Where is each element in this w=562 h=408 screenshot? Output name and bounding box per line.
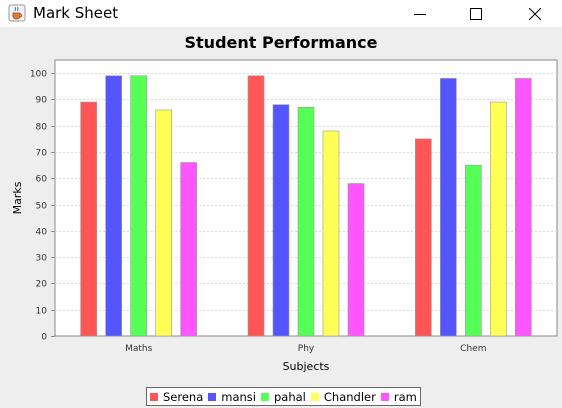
legend-swatch — [310, 392, 319, 401]
maximize-icon — [470, 7, 482, 20]
legend-item: Serena — [150, 390, 203, 404]
minimize-button[interactable] — [398, 0, 442, 27]
bar[interactable] — [272, 104, 290, 337]
legend-swatch — [380, 392, 389, 401]
y-tick-label: 100 — [30, 70, 47, 80]
y-tick-label: 50 — [36, 202, 48, 212]
window-title: Mark Sheet — [33, 4, 119, 22]
legend-label: pahal — [274, 389, 306, 404]
y-tick-label: 10 — [36, 307, 48, 317]
bar[interactable] — [322, 130, 340, 337]
legend-swatch — [261, 392, 269, 401]
bar[interactable] — [465, 164, 482, 337]
x-tick-label: Maths — [125, 344, 153, 354]
bar[interactable] — [155, 109, 172, 337]
bar[interactable] — [247, 75, 265, 337]
close-button[interactable] — [513, 0, 557, 27]
chart-legend: Serena mansi pahal Chandler ram — [146, 387, 421, 406]
x-tick-label: Chem — [460, 344, 486, 354]
bar[interactable] — [130, 75, 147, 337]
legend-item: ram — [380, 389, 417, 404]
legend-swatch — [208, 392, 217, 401]
y-axis-ticks: 0 10 20 30 40 50 60 70 80 90 100 — [30, 70, 55, 343]
x-axis-label: Subjects — [283, 360, 330, 373]
y-tick-label: 90 — [36, 96, 48, 106]
x-tick-label: Phy — [298, 344, 315, 354]
minimize-icon — [414, 8, 426, 20]
bars — [80, 75, 532, 337]
chart-title: Student Performance — [185, 33, 378, 52]
legend-item: Chandler — [310, 389, 376, 404]
y-tick-label: 0 — [41, 333, 47, 343]
chart-panel: Student Performance 0 10 20 30 40 50 60 70 80 90 1… — [0, 27, 562, 408]
bar[interactable] — [347, 183, 365, 337]
y-tick-label: 80 — [36, 123, 48, 133]
bar[interactable] — [180, 162, 197, 337]
bar[interactable] — [80, 101, 97, 337]
y-tick-label: 40 — [36, 228, 48, 238]
title-bar[interactable]: Mark Sheet — [0, 0, 562, 27]
legend-label: mansi — [221, 389, 256, 404]
bar[interactable] — [415, 138, 432, 337]
y-tick-label: 70 — [36, 149, 48, 159]
legend-label: Serena — [163, 389, 204, 404]
legend-label: Chandler — [323, 389, 376, 404]
legend-item: mansi — [208, 390, 256, 404]
bar[interactable] — [515, 78, 532, 337]
java-cup-icon — [8, 4, 26, 22]
bar[interactable] — [105, 75, 122, 337]
y-axis-label: Marks — [11, 181, 24, 214]
y-tick-label: 20 — [36, 280, 48, 290]
x-axis-ticks: Maths Phy Chem — [125, 344, 486, 354]
maximize-button[interactable] — [454, 0, 498, 27]
bar-chart: Student Performance 0 10 20 30 40 50 60 70 80 90 1… — [11, 33, 558, 373]
bar[interactable] — [490, 101, 507, 337]
legend-label: ram — [393, 389, 417, 404]
bar[interactable] — [440, 78, 457, 337]
bar[interactable] — [297, 107, 315, 337]
legend-swatch — [150, 392, 158, 401]
legend-item: pahal — [261, 390, 306, 404]
y-tick-label: 60 — [36, 175, 48, 185]
y-tick-label: 30 — [36, 254, 48, 264]
close-icon — [529, 7, 541, 20]
